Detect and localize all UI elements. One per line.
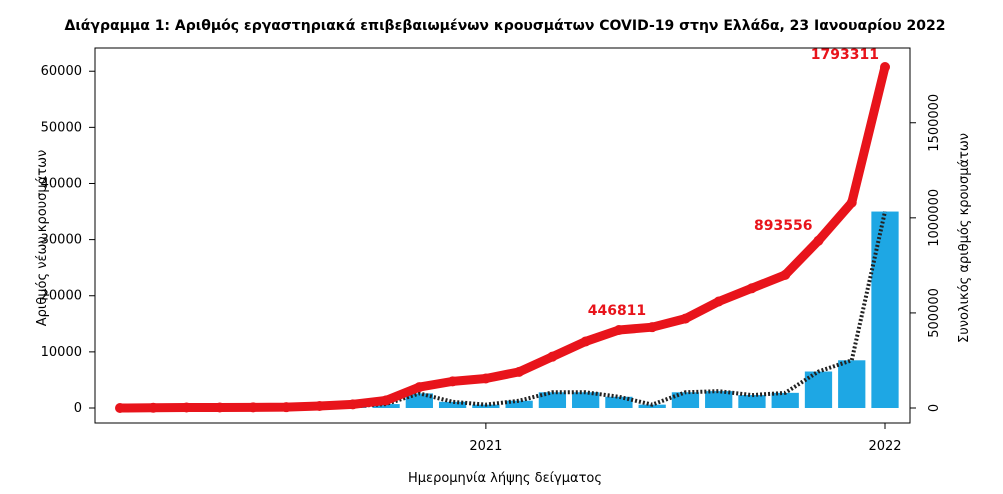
cumulative-point	[414, 382, 425, 393]
right-tick-label: 1500000	[927, 94, 942, 152]
chart-title: Διάγραμμα 1: Αριθμός εργαστηριακά επιβεβ…	[65, 18, 946, 34]
right-tick-label: 1000000	[927, 189, 942, 247]
cumulative-point	[381, 395, 392, 406]
cumulative-point	[480, 373, 491, 384]
cumulative-series	[115, 61, 890, 413]
cumulative-point	[214, 402, 225, 413]
right-tick-label: 0	[927, 404, 942, 412]
daily-cases-bar	[838, 360, 866, 408]
daily-cases-bars	[139, 211, 899, 408]
cumulative-annotation: 1793311	[811, 47, 879, 63]
daily-cases-bar	[738, 395, 766, 408]
cumulative-point	[447, 376, 458, 387]
left-tick-label: 0	[74, 401, 82, 416]
daily-cases-bar	[605, 396, 633, 408]
cumulative-point	[713, 296, 724, 307]
cumulative-point	[514, 366, 525, 377]
left-tick-label: 10000	[41, 345, 82, 360]
daily-cases-bar	[705, 391, 733, 408]
left-y-axis-label: Αριθμός νέων κρουσμάτων	[35, 150, 50, 327]
cumulative-annotations: 446811 893556 1793311	[588, 47, 879, 319]
cumulative-annotation: 893556	[754, 218, 812, 234]
cumulative-point	[314, 401, 325, 412]
daily-cases-bar	[538, 392, 567, 408]
cumulative-annotation: 446811	[588, 303, 646, 319]
cumulative-line	[115, 62, 890, 413]
plot-frame	[94, 47, 911, 424]
moving-average-series	[119, 211, 887, 410]
right-y-axis: 0 500000 1000000 1500000	[909, 94, 942, 412]
cumulative-point	[813, 235, 824, 246]
left-tick-label: 60000	[41, 64, 82, 79]
left-tick-label: 40000	[41, 176, 82, 191]
cumulative-point	[248, 402, 259, 413]
cumulative-point	[613, 325, 624, 336]
cumulative-point	[547, 351, 558, 362]
daily-cases-bar	[771, 392, 799, 408]
daily-cases-bar	[671, 392, 700, 408]
moving-average-line	[119, 211, 887, 410]
left-y-axis: 0 10000 20000 30000 40000 50000 60000	[41, 64, 96, 416]
cumulative-point	[780, 269, 791, 280]
cumulative-point	[115, 403, 125, 413]
x-tick-label: 2022	[868, 439, 901, 454]
daily-cases-bar	[505, 400, 533, 408]
daily-cases-bar	[438, 401, 467, 408]
left-tick-label: 30000	[41, 233, 82, 248]
cumulative-point	[580, 336, 591, 347]
left-tick-label: 20000	[41, 289, 82, 304]
right-y-axis-label: Συνολικός αριθμός κρουσμάτων	[957, 133, 972, 343]
x-axis-label: Ημερομηνία λήψης δείγματος	[408, 471, 602, 486]
x-tick-label: 2021	[469, 439, 502, 454]
left-tick-label: 50000	[41, 120, 82, 135]
daily-cases-bar	[572, 392, 600, 408]
cumulative-point	[880, 61, 890, 72]
cumulative-point	[647, 322, 658, 333]
cumulative-point	[746, 283, 757, 294]
cumulative-point	[281, 402, 292, 413]
daily-cases-bar	[871, 211, 899, 408]
cumulative-point	[181, 402, 192, 413]
right-tick-label: 500000	[927, 288, 942, 338]
cumulative-point	[846, 197, 857, 208]
cumulative-point	[347, 399, 358, 410]
x-axis: 2021 2022	[95, 422, 910, 454]
cumulative-point	[148, 402, 159, 413]
cumulative-point	[680, 313, 691, 324]
daily-cases-bar	[372, 404, 400, 408]
